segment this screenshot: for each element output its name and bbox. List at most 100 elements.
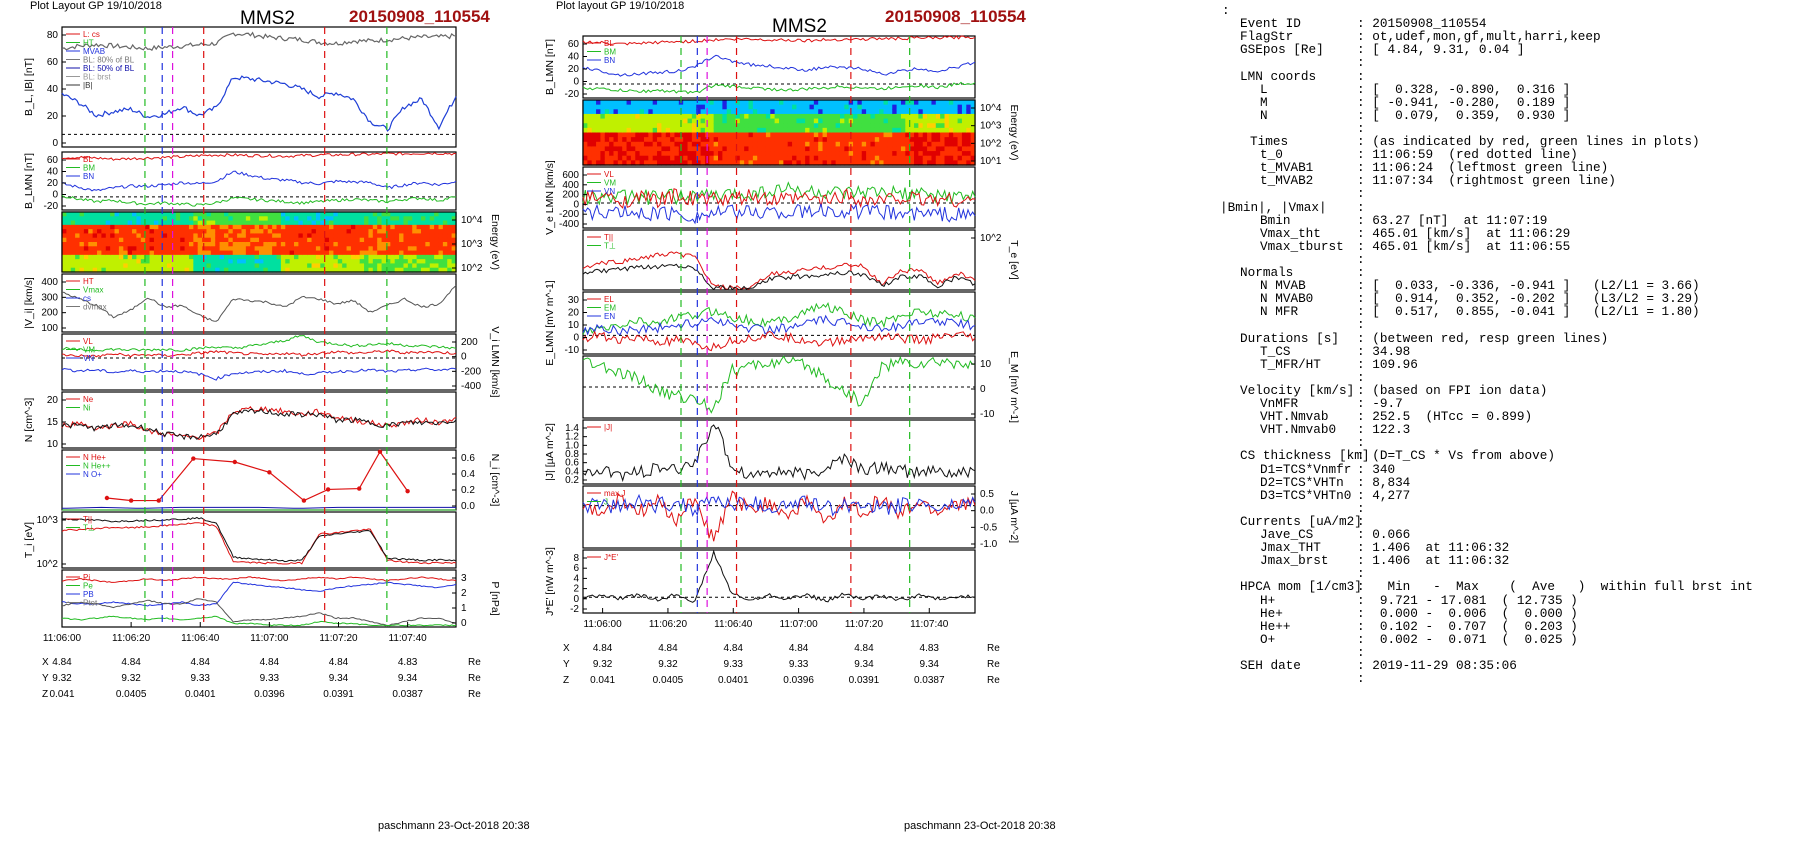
- spectrogram-cell: [957, 127, 963, 134]
- spectrogram-cell: [648, 151, 654, 157]
- spectrogram-cell: [761, 123, 767, 129]
- spectrogram-cell: [132, 216, 138, 222]
- spectrogram-cell: [604, 100, 610, 106]
- spectrogram-cell: [600, 118, 606, 124]
- spectrogram-cell: [381, 224, 387, 230]
- spectrogram-cell: [866, 141, 872, 148]
- spectrogram-cell: [438, 267, 444, 273]
- spectrogram-cell: [691, 141, 697, 148]
- spectrogram-cell: [254, 233, 260, 239]
- spectrogram-cell: [853, 141, 858, 148]
- spectrogram-cell: [870, 118, 876, 124]
- spectrogram-cell: [337, 259, 343, 265]
- spectrogram-cell: [245, 263, 251, 269]
- spectrogram-cell: [245, 254, 251, 260]
- pos-value: 4.84: [52, 657, 72, 668]
- spectrogram-cell: [604, 146, 610, 152]
- spectrogram-cell: [604, 104, 610, 110]
- spectrogram-cell: [280, 224, 286, 230]
- spectrogram-cell: [774, 155, 780, 161]
- info-label: D1=TCS*Vnmfr: [1260, 461, 1352, 477]
- spectrogram-cell: [399, 220, 405, 226]
- data-point: [156, 498, 161, 503]
- spectrogram-cell: [412, 250, 418, 256]
- spectrogram-cell: [399, 246, 405, 252]
- spectrogram-cell: [744, 151, 750, 157]
- spectrogram-cell: [709, 109, 715, 115]
- left-event-id: 20150908_110554: [349, 7, 490, 26]
- spectrogram-cell: [114, 242, 120, 247]
- spectrogram-cell: [364, 242, 370, 247]
- spectrogram-cell: [180, 220, 186, 226]
- spectrogram-cell: [792, 146, 798, 152]
- spectrogram-cell: [822, 109, 828, 115]
- spectrogram-cell: [333, 212, 339, 217]
- spectrogram-cell: [800, 118, 806, 124]
- info-value: : 252.5 (HTcc = 0.899): [1357, 409, 1533, 425]
- data-point: [232, 459, 238, 465]
- spectrogram-cell: [223, 259, 229, 265]
- spectrogram-cell: [678, 127, 684, 134]
- y-tick-label: 40: [47, 84, 59, 95]
- spectrogram-cell: [661, 104, 667, 110]
- spectrogram-cell: [770, 104, 776, 110]
- spectrogram-cell: [892, 113, 898, 120]
- info-value: :: [1357, 566, 1365, 582]
- spectrogram-cell: [350, 263, 356, 269]
- spectrogram-cell: [757, 132, 763, 138]
- spectrogram-cell: [800, 155, 806, 161]
- pos-value: 9.32: [121, 673, 141, 684]
- spectrogram-cell: [342, 216, 348, 222]
- spectrogram-cell: [739, 146, 745, 152]
- spectrogram-cell: [206, 259, 212, 265]
- info-value: :: [1357, 644, 1365, 660]
- spectrogram-cell: [254, 220, 260, 226]
- spectrogram-cell: [92, 254, 98, 260]
- spectrogram-cell: [346, 263, 352, 269]
- spectrogram-cell: [320, 229, 326, 235]
- spectrogram-cell: [657, 151, 662, 157]
- legend-label: VN: [604, 187, 615, 196]
- spectrogram-cell: [294, 229, 299, 235]
- spectrogram-cell: [883, 155, 889, 161]
- spectrogram-cell: [97, 242, 102, 247]
- spectrogram-cell: [429, 250, 435, 256]
- spectrogram-cell: [609, 100, 615, 106]
- spectrogram-cell: [940, 109, 946, 115]
- spectrogram-cell: [744, 118, 750, 124]
- spectrogram-cell: [914, 160, 919, 166]
- spectrogram-cell: [263, 254, 269, 260]
- spectrogram-cell: [118, 254, 124, 260]
- right-tick-label: -1.0: [980, 539, 998, 550]
- spectrogram-cell: [970, 141, 976, 148]
- spectrogram-cell: [914, 151, 919, 157]
- spectrogram-cell: [626, 155, 632, 161]
- series--b-: [61, 31, 457, 52]
- spectrogram-cell: [870, 127, 876, 134]
- spectrogram-cell: [857, 155, 863, 161]
- spectrogram-cell: [735, 100, 741, 106]
- spectrogram-cell: [175, 267, 181, 273]
- spectrogram-cell: [853, 151, 858, 157]
- spectrogram-cell: [661, 132, 667, 138]
- spectrogram-cell: [609, 155, 615, 161]
- spectrogram-cell: [935, 109, 941, 115]
- spectrogram-cell: [879, 146, 885, 152]
- spectrogram-cell: [761, 146, 767, 152]
- spectrogram-cell: [948, 141, 954, 148]
- spectrogram-cell: [412, 259, 418, 265]
- spectrogram-cell: [839, 155, 845, 161]
- spectrogram-cell: [674, 113, 680, 120]
- spectrogram-cell: [193, 224, 199, 230]
- spectrogram-cell: [307, 267, 313, 273]
- legend-label: Ne: [83, 395, 94, 404]
- y-tick-label: 4: [573, 573, 579, 584]
- spectrogram-cell: [809, 127, 815, 134]
- y-tick-label: -20: [44, 201, 59, 212]
- spectrogram-cell: [831, 104, 837, 110]
- spectrogram-cell: [665, 151, 671, 157]
- spectrogram-cell: [596, 104, 602, 110]
- spectrogram-cell: [62, 250, 67, 256]
- spectrogram-cell: [66, 224, 72, 230]
- spectrogram-cell: [420, 216, 426, 222]
